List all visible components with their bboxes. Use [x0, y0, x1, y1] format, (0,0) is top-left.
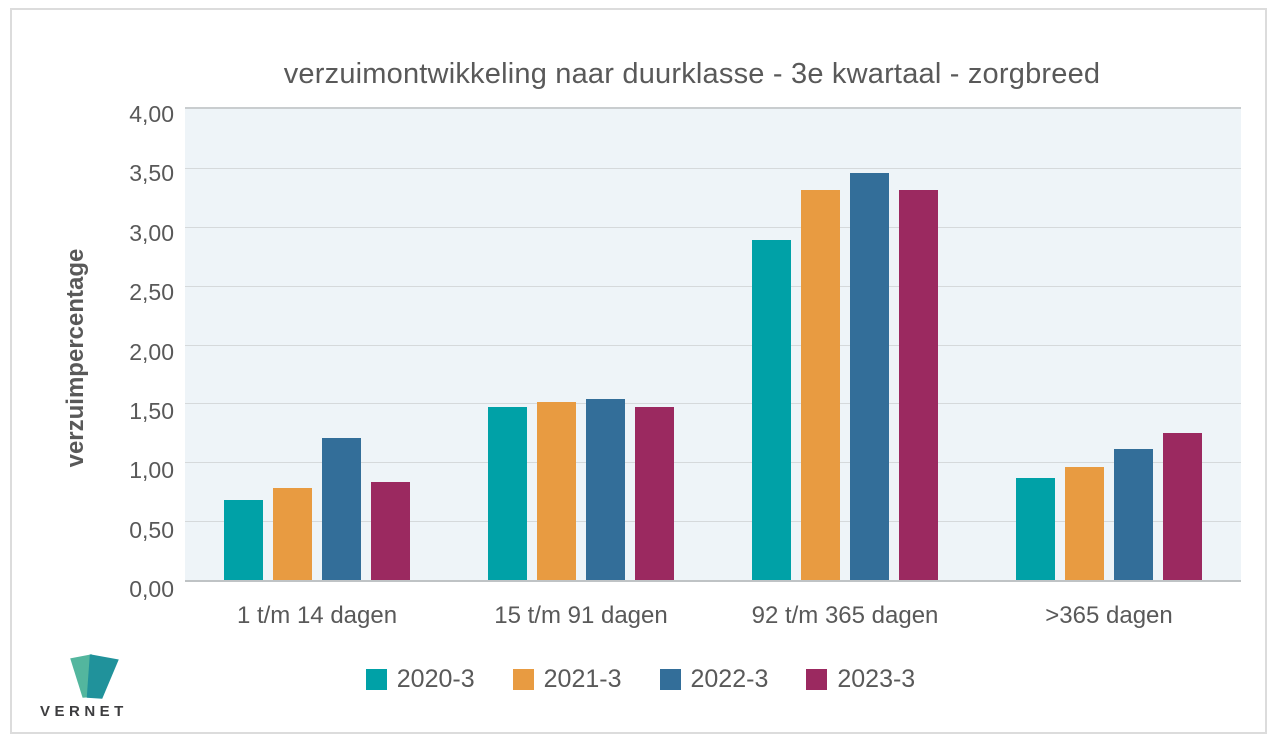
y-tick-label: 1,00 [129, 457, 174, 484]
x-axis-label: >365 dagen [1045, 602, 1173, 629]
bar-group [185, 109, 449, 580]
bar-2021-3 [1065, 466, 1104, 580]
vernet-logo-text: VERNET [40, 703, 128, 720]
legend-label: 2020-3 [396, 665, 475, 693]
x-axis-label: 1 t/m 14 dagen [236, 602, 398, 629]
bar-2020-3 [1016, 477, 1055, 580]
gridline [185, 167, 1241, 169]
legend-item-2020-3: 2020-3 [365, 665, 475, 694]
gridline [185, 403, 1241, 405]
chart-card: verzuimontwikkeling naar duurklasse - 3e… [10, 8, 1267, 734]
x-axis-label: 15 t/m 91 dagen [494, 602, 668, 629]
legend-swatch-icon [365, 669, 387, 690]
bar-2021-3 [273, 488, 312, 580]
vernet-logo: VERNET [40, 651, 150, 720]
bar-2023-3 [371, 482, 410, 580]
bar-2022-3 [1114, 449, 1153, 580]
legend-label: 2022-3 [690, 665, 769, 693]
bar-2022-3 [586, 398, 625, 580]
y-tick-label: 0,50 [129, 516, 174, 543]
vernet-logo-icon [70, 654, 119, 699]
y-axis-ticks: 4,00 3,50 3,00 2,50 2,00 1,50 1,00 0,50 0,00 [52, 101, 174, 602]
chart-title: verzuimontwikkeling naar duurklasse - 3e… [283, 58, 1101, 90]
x-axis-label: 92 t/m 365 dagen [751, 602, 939, 629]
legend-swatch-icon [512, 669, 534, 690]
y-tick-label: 4,00 [129, 101, 174, 127]
bar-2021-3 [537, 402, 576, 580]
bar-2020-3 [488, 406, 527, 580]
legend-item-2021-3: 2021-3 [512, 665, 622, 694]
bar-group [713, 109, 977, 580]
legend-swatch-icon [806, 669, 828, 690]
legend-label: 2021-3 [543, 665, 622, 693]
bar-2023-3 [1163, 432, 1202, 580]
y-tick-label: 3,00 [129, 219, 174, 246]
legend: 2020-3 2021-3 2022-3 2023-3 [14, 665, 1267, 694]
gridline [185, 285, 1241, 287]
bar-group [449, 109, 713, 580]
legend-label: 2023-3 [837, 665, 916, 693]
gridline [185, 462, 1241, 464]
legend-swatch-icon [659, 669, 681, 690]
y-tick-label: 2,00 [129, 338, 174, 365]
bar-2023-3 [899, 190, 938, 580]
y-tick-label: 1,50 [129, 397, 174, 424]
bar-2020-3 [752, 239, 791, 580]
bar-2020-3 [224, 499, 263, 580]
gridline [185, 226, 1241, 228]
x-axis-labels: 1 t/m 14 dagen 15 t/m 91 dagen 92 t/m 365 … [185, 602, 1241, 630]
legend-item-2023-3: 2023-3 [806, 665, 915, 694]
bar-2022-3 [850, 172, 889, 580]
plot-area [185, 107, 1241, 582]
bar-groups [185, 109, 1241, 580]
bar-2023-3 [635, 406, 674, 580]
gridline [185, 521, 1241, 523]
bar-group [977, 109, 1241, 580]
y-tick-label: 2,50 [129, 279, 174, 306]
y-tick-label: 3,50 [129, 160, 174, 187]
gridline [185, 344, 1241, 346]
y-tick-label: 0,00 [129, 576, 174, 602]
legend-item-2022-3: 2022-3 [659, 665, 769, 694]
bar-2022-3 [322, 437, 361, 580]
bar-2021-3 [801, 190, 840, 580]
